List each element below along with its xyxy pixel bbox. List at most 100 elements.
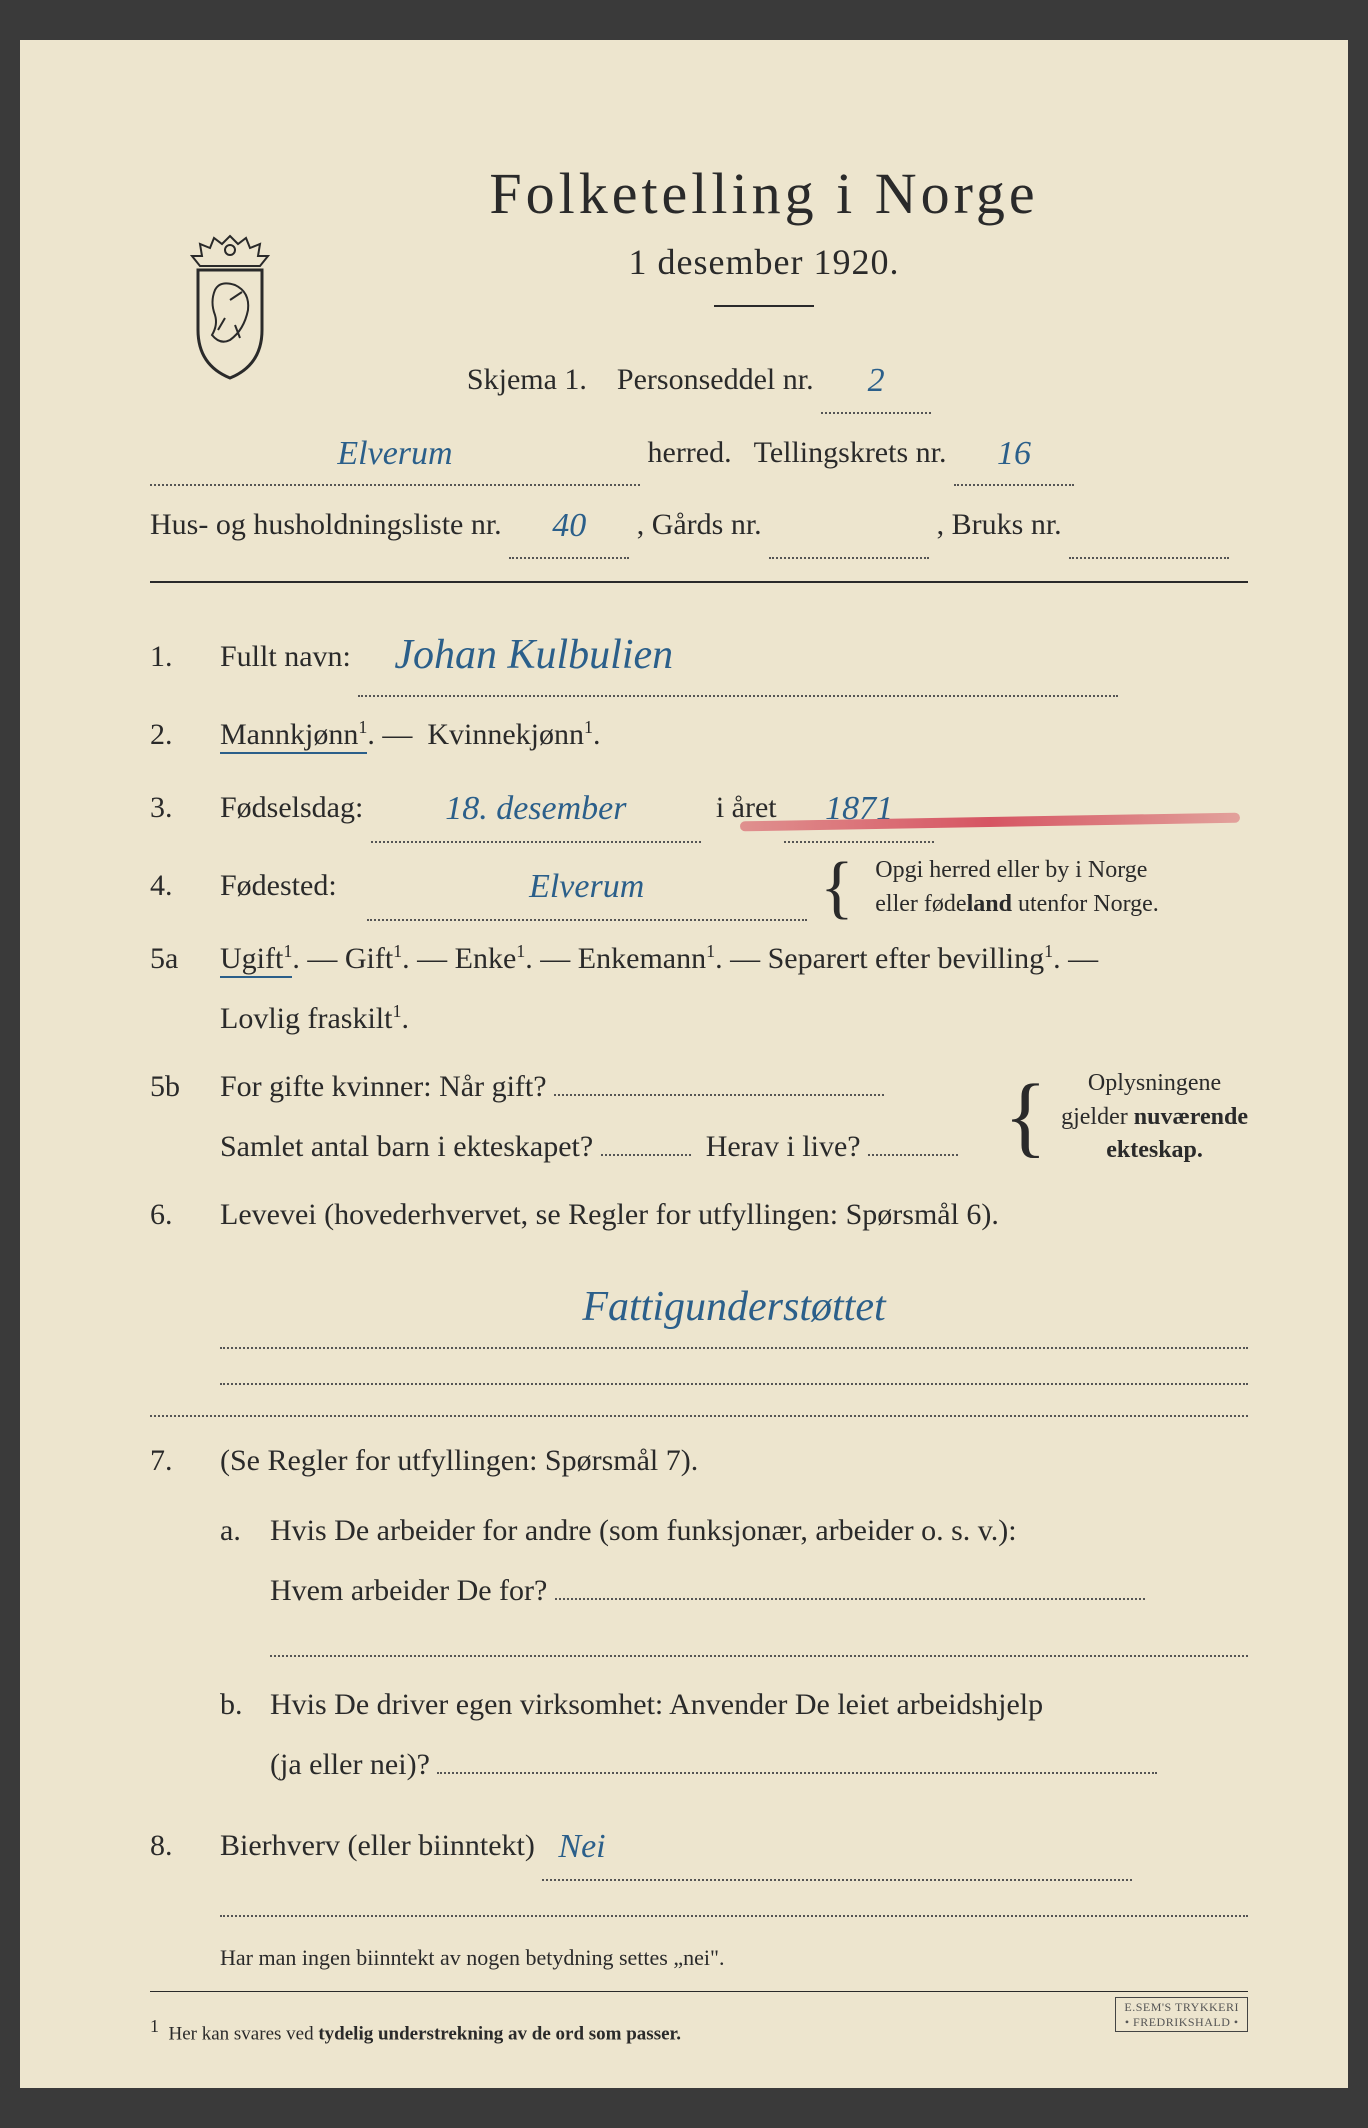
q3-body: Fødselsdag: 18. desember i året 1871	[220, 773, 1248, 843]
q4-label: Fødested:	[220, 869, 337, 902]
q5b-label2: Samlet antal barn i ekteskapet?	[220, 1130, 593, 1163]
footer-note: Har man ingen biinntekt av nogen betydni…	[150, 1945, 1248, 1971]
q5b-num: 5b	[150, 1057, 220, 1117]
q5b-field1	[554, 1060, 884, 1096]
q4-sidenote: Opgi herred eller by i Norge eller fødel…	[875, 854, 1159, 921]
q1-num: 1.	[150, 627, 220, 687]
q7b-num: b.	[220, 1675, 270, 1735]
q1-body: Fullt navn: Johan Kulbulien	[220, 611, 1248, 697]
q5a-num: 5a	[150, 929, 220, 989]
tellingskrets-value: 16	[991, 435, 1037, 472]
q1-row: 1. Fullt navn: Johan Kulbulien	[150, 611, 1248, 697]
personseddel-label: Personseddel nr.	[617, 363, 814, 396]
herred-value: Elverum	[331, 435, 458, 472]
q7a-text2: Hvem arbeider De for?	[270, 1574, 547, 1607]
main-title: Folketelling i Norge	[280, 160, 1248, 227]
q7a-body: Hvis De arbeider for andre (som funksjon…	[270, 1501, 1248, 1667]
footnote-text: Her kan svares ved	[169, 2024, 319, 2045]
herred-field: Elverum	[150, 420, 640, 487]
q3-day-field: 18. desember	[371, 773, 701, 843]
personseddel-field: 2	[821, 347, 931, 414]
q7a-text1: Hvis De arbeider for andre (som funksjon…	[270, 1514, 1017, 1547]
q3-row: 3. Fødselsdag: 18. desember i året 1871	[150, 773, 1248, 843]
q3-num: 3.	[150, 778, 220, 838]
q4-value: Elverum	[523, 868, 650, 905]
q5a-enke: Enke1	[455, 942, 526, 975]
husliste-label: Hus- og husholdningsliste nr.	[150, 508, 502, 541]
q5b-body: For gifte kvinner: Når gift? Samlet anta…	[220, 1057, 1248, 1177]
q4-field: Elverum	[367, 851, 807, 921]
q2-mann: Mannkjønn1	[220, 718, 367, 754]
q6-line2	[220, 1383, 1248, 1385]
q2-num: 2.	[150, 705, 220, 765]
q7a-row: a. Hvis De arbeider for andre (som funks…	[220, 1501, 1248, 1667]
husliste-line: Hus- og husholdningsliste nr. 40 , Gårds…	[150, 492, 1248, 559]
herred-line: Elverum herred. Tellingskrets nr. 16	[150, 420, 1248, 487]
brace-icon-2: {	[1004, 1081, 1047, 1153]
q4-row: 4. Fødested: Elverum { Opgi herred eller…	[150, 851, 1248, 922]
q6-row: 6. Levevei (hovederhvervet, se Regler fo…	[150, 1185, 1248, 1395]
title-block: Folketelling i Norge 1 desember 1920.	[280, 160, 1248, 307]
q5a-fraskilt: Lovlig fraskilt1	[220, 1002, 401, 1035]
q5b-sidenote: Oplysningene gjelder nuværende ekteskap.	[1061, 1067, 1248, 1168]
q3-label: Fødselsdag:	[220, 791, 363, 824]
q4-body: Fødested: Elverum { Opgi herred eller by…	[220, 851, 1248, 922]
q5b-row: 5b For gifte kvinner: Når gift? Samlet a…	[150, 1057, 1248, 1177]
footnote: 1 Her kan svares ved tydelig understrekn…	[150, 2016, 1248, 2045]
q5b-field2	[601, 1120, 691, 1156]
q5a-ugift: Ugift1	[220, 942, 292, 978]
personseddel-value: 2	[862, 362, 891, 399]
q5a-separert: Separert efter bevilling1	[768, 942, 1054, 975]
q5a-body: Ugift1. — Gift1. — Enke1. — Enkemann1. —…	[220, 929, 1248, 1049]
bruks-label: , Bruks nr.	[937, 508, 1062, 541]
bruks-value	[1069, 507, 1081, 544]
husliste-field: 40	[509, 492, 629, 559]
brace-icon: {	[820, 860, 854, 916]
q5b-field3	[868, 1120, 958, 1156]
tellingskrets-label: Tellingskrets nr.	[754, 436, 947, 469]
section-divider	[150, 581, 1248, 583]
q5a-gift: Gift1	[345, 942, 402, 975]
q8-label: Bierhverv (eller biinntekt)	[220, 1829, 535, 1862]
q5b-label3: Herav i live?	[706, 1130, 861, 1163]
q6-num: 6.	[150, 1185, 220, 1245]
skjema-label: Skjema 1.	[467, 363, 587, 396]
q5a-row: 5a Ugift1. — Gift1. — Enke1. — Enkemann1…	[150, 929, 1248, 1049]
herred-label: herred.	[648, 436, 732, 469]
q3-year-field: 1871	[784, 773, 934, 843]
gards-field	[769, 492, 929, 559]
q8-field: Nei	[542, 1811, 1132, 1881]
footnote-num: 1	[150, 2016, 159, 2036]
skjema-line: Skjema 1. Personseddel nr. 2	[150, 347, 1248, 414]
q7a-line2	[270, 1655, 1248, 1657]
q8-value: Nei	[552, 1828, 611, 1865]
footnote-bold: tydelig understrekning av de ord som pas…	[318, 2024, 681, 2045]
q4-num: 4.	[150, 856, 220, 916]
bruks-field	[1069, 492, 1229, 559]
q2-row: 2. Mannkjønn1. — Kvinnekjønn1.	[150, 705, 1248, 765]
q7-num: 7.	[150, 1431, 220, 1491]
gards-label: , Gårds nr.	[637, 508, 762, 541]
q1-value: Johan Kulbulien	[388, 632, 679, 678]
q2-body: Mannkjønn1. — Kvinnekjønn1.	[220, 705, 1248, 765]
footer-rule	[150, 1991, 1248, 1992]
q3-year-label: i året	[716, 791, 777, 824]
gards-value	[769, 507, 781, 544]
q7b-text1: Hvis De driver egen virksomhet: Anvender…	[270, 1688, 1043, 1721]
census-form-page: Folketelling i Norge 1 desember 1920. Sk…	[20, 40, 1348, 2088]
q6-label: Levevei (hovederhvervet, se Regler for u…	[220, 1198, 999, 1231]
q7b-body: Hvis De driver egen virksomhet: Anvender…	[270, 1675, 1248, 1795]
q7a-num: a.	[220, 1501, 270, 1561]
q6-value: Fattigunderstøttet	[576, 1284, 891, 1330]
q6-body: Levevei (hovederhvervet, se Regler for u…	[220, 1185, 1248, 1395]
q7b-text2: (ja eller nei)?	[270, 1748, 430, 1781]
q1-field: Johan Kulbulien	[358, 611, 1118, 697]
q8-num: 8.	[150, 1816, 220, 1876]
q6-field: Fattigunderstøttet	[220, 1263, 1248, 1349]
q8-row: 8. Bierhverv (eller biinntekt) Nei	[150, 1811, 1248, 1927]
q5a-enkemann: Enkemann1	[578, 942, 715, 975]
q7b-field	[437, 1738, 1157, 1774]
q1-label: Fullt navn:	[220, 640, 351, 673]
q5b-label1: For gifte kvinner: Når gift?	[220, 1070, 547, 1103]
tellingskrets-field: 16	[954, 420, 1074, 487]
